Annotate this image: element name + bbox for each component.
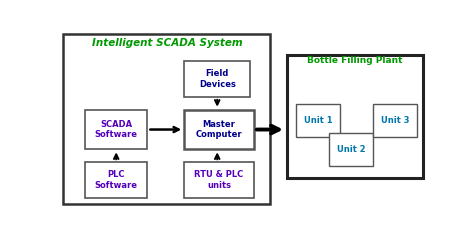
FancyBboxPatch shape [287, 55, 423, 178]
FancyBboxPatch shape [374, 104, 418, 137]
FancyBboxPatch shape [184, 162, 254, 198]
FancyBboxPatch shape [85, 162, 147, 198]
FancyBboxPatch shape [184, 61, 250, 97]
FancyBboxPatch shape [329, 133, 374, 166]
Text: RTU & PLC
units: RTU & PLC units [194, 171, 244, 190]
FancyBboxPatch shape [85, 110, 147, 149]
Text: PLC
Software: PLC Software [95, 171, 137, 190]
Text: Unit 1: Unit 1 [304, 116, 333, 125]
Text: SCADA
Software: SCADA Software [95, 120, 137, 139]
Text: Unit 2: Unit 2 [337, 145, 365, 154]
Text: Master
Computer: Master Computer [196, 120, 242, 139]
Text: Bottle Filling Plant: Bottle Filling Plant [307, 56, 403, 65]
FancyBboxPatch shape [296, 104, 340, 137]
FancyBboxPatch shape [184, 110, 254, 149]
Text: Unit 3: Unit 3 [381, 116, 410, 125]
Text: Intelligent SCADA System: Intelligent SCADA System [92, 38, 243, 48]
Text: Field
Devices: Field Devices [199, 69, 236, 89]
FancyBboxPatch shape [63, 34, 271, 204]
